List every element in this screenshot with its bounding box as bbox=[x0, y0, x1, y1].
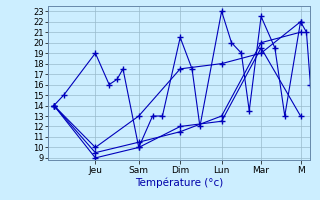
X-axis label: Température (°c): Température (°c) bbox=[135, 177, 223, 188]
